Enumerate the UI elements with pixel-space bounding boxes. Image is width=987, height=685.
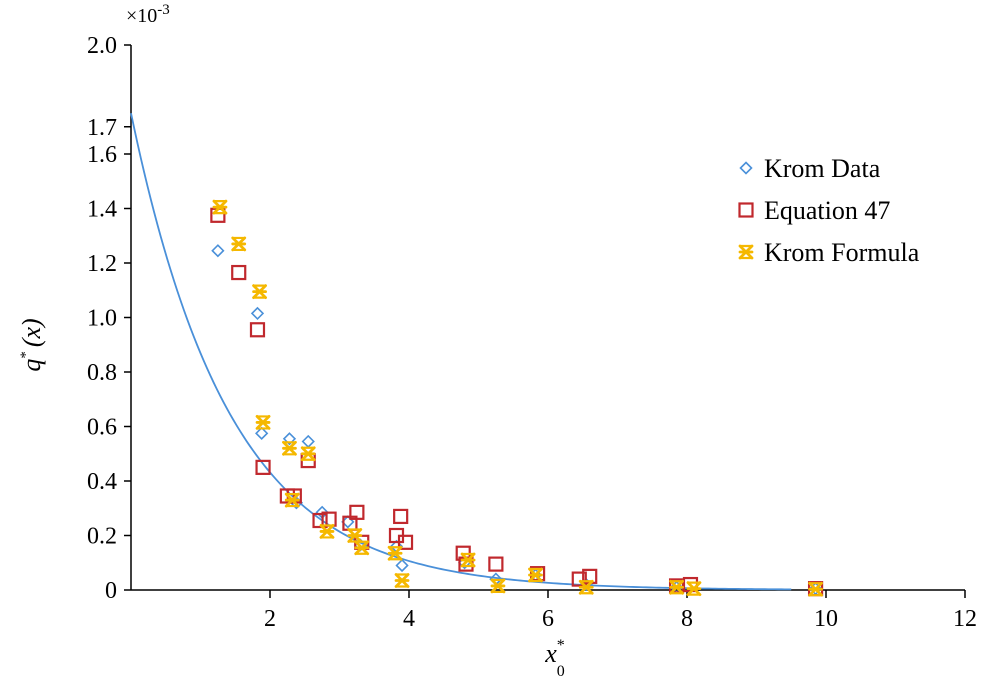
series-krom-data xyxy=(211,244,823,596)
ticks: 2 4 6 8 10 12 0 0.2 0.4 0.6 0.8 1.0 1.2 1.4 1.61.7 2.0 xyxy=(87,33,977,632)
star-point xyxy=(387,545,403,561)
y-tick-label: 0.2 xyxy=(87,524,117,550)
star-point xyxy=(460,552,476,568)
diamond-point xyxy=(255,426,269,440)
star-point xyxy=(231,236,247,252)
star-point xyxy=(255,415,271,430)
square-point xyxy=(255,459,271,475)
fit-curve-layer xyxy=(130,112,792,591)
x-tick-label: 8 xyxy=(681,606,693,632)
y-tick-label: 0 xyxy=(105,578,117,604)
legend: Krom Data Equation 47 Krom Formula xyxy=(738,154,920,267)
legend-label: Equation 47 xyxy=(764,196,890,225)
legend-label: Krom Data xyxy=(764,154,881,183)
diamond-point xyxy=(301,434,315,449)
star-point xyxy=(252,284,267,300)
square-point xyxy=(312,512,328,529)
star-point xyxy=(354,540,370,556)
star-point xyxy=(578,579,594,595)
star-point xyxy=(284,492,300,508)
diamond-point xyxy=(282,432,297,446)
y-tick-label: 0.6 xyxy=(87,415,117,441)
star-point xyxy=(212,199,228,215)
star-point xyxy=(282,440,297,456)
points-layer xyxy=(210,199,824,597)
x-tick-label: 6 xyxy=(542,606,554,632)
star-point xyxy=(300,446,316,462)
x-tick-label: 12 xyxy=(953,606,977,632)
star-point xyxy=(394,573,410,588)
square-point xyxy=(571,571,587,587)
x-axis-title: x* 0 xyxy=(544,637,565,680)
y-tick-label: 1.6 xyxy=(87,142,117,168)
square-point xyxy=(231,264,247,281)
star-point xyxy=(319,524,335,539)
legend-label: Krom Formula xyxy=(764,238,920,267)
square-point xyxy=(393,508,409,525)
diamond-point xyxy=(250,306,265,321)
square-point xyxy=(249,322,266,338)
y-tick-label: 1.7 xyxy=(87,115,117,141)
series-equation-47 xyxy=(210,207,824,597)
star-point xyxy=(490,578,506,594)
y-axis-title: q*(x) xyxy=(17,318,46,371)
series-krom-formula xyxy=(212,199,823,597)
diamond-point xyxy=(395,558,409,573)
star-point xyxy=(686,581,702,597)
diamond-point xyxy=(211,244,225,258)
legend-marker-star xyxy=(738,244,754,260)
legend-marker-square xyxy=(738,202,754,218)
y-tick-label: 0.8 xyxy=(87,360,117,386)
square-point xyxy=(488,556,504,572)
y-tick-label: 1.4 xyxy=(87,197,117,223)
legend-marker-diamond xyxy=(739,161,753,175)
square-point xyxy=(349,504,365,520)
square-point xyxy=(397,534,414,550)
y-multiplier: ×10-3 xyxy=(126,2,170,27)
y-tick-label: 2.0 xyxy=(87,33,117,59)
star-point xyxy=(528,567,543,583)
star-point xyxy=(808,581,823,597)
y-tick-label: 0.4 xyxy=(87,469,117,495)
x-tick-label: 10 xyxy=(814,606,838,632)
star-point xyxy=(669,579,684,595)
y-tick-label: 1.2 xyxy=(87,251,117,277)
fit-curve-line xyxy=(130,112,792,591)
x-tick-label: 2 xyxy=(264,606,276,632)
x-tick-label: 4 xyxy=(403,606,415,632)
y-tick-label: 1.0 xyxy=(87,306,117,332)
